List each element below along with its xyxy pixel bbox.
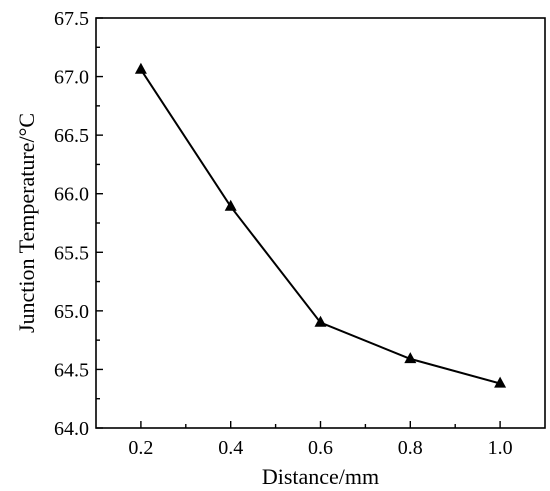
x-tick-label: 0.8 xyxy=(398,437,423,459)
series-line xyxy=(140,68,501,385)
series-group xyxy=(134,62,507,388)
data-point-triangle xyxy=(134,62,147,74)
data-point-triangle xyxy=(404,352,417,364)
data-point-triangle xyxy=(224,199,237,211)
y-tick-label: 64.0 xyxy=(54,418,89,440)
plot-area: 0.2 0.4 0.6 0.8 1.0 64.0 64.5 65.0 65.5 66.0 66.5… xyxy=(54,8,546,459)
x-tick-label: 1.0 xyxy=(488,437,513,459)
y-tick-label: 65.0 xyxy=(54,301,89,323)
x-tick-label: 0.4 xyxy=(218,437,243,459)
y-tick-label: 66.5 xyxy=(54,125,89,147)
y-axis-ticks: 64.0 64.5 65.0 65.5 66.0 66.5 67.0 67.5 xyxy=(54,8,103,440)
x-tick-label: 0.2 xyxy=(128,437,153,459)
x-axis-ticks: 0.2 0.4 0.6 0.8 1.0 xyxy=(128,421,513,459)
y-tick-label: 64.5 xyxy=(54,359,89,381)
plot-frame xyxy=(95,17,546,429)
y-tick-label: 65.5 xyxy=(54,242,89,264)
y-axis-title: Junction Temperature/°C xyxy=(14,113,39,333)
x-tick-label: 0.6 xyxy=(308,437,333,459)
y-tick-label: 66.0 xyxy=(54,184,89,206)
y-tick-label: 67.5 xyxy=(54,8,89,30)
y-tick-label: 67.0 xyxy=(54,67,89,89)
data-point-triangle xyxy=(494,376,507,388)
data-point-triangle xyxy=(314,315,327,327)
x-axis-title: Distance/mm xyxy=(262,464,379,489)
